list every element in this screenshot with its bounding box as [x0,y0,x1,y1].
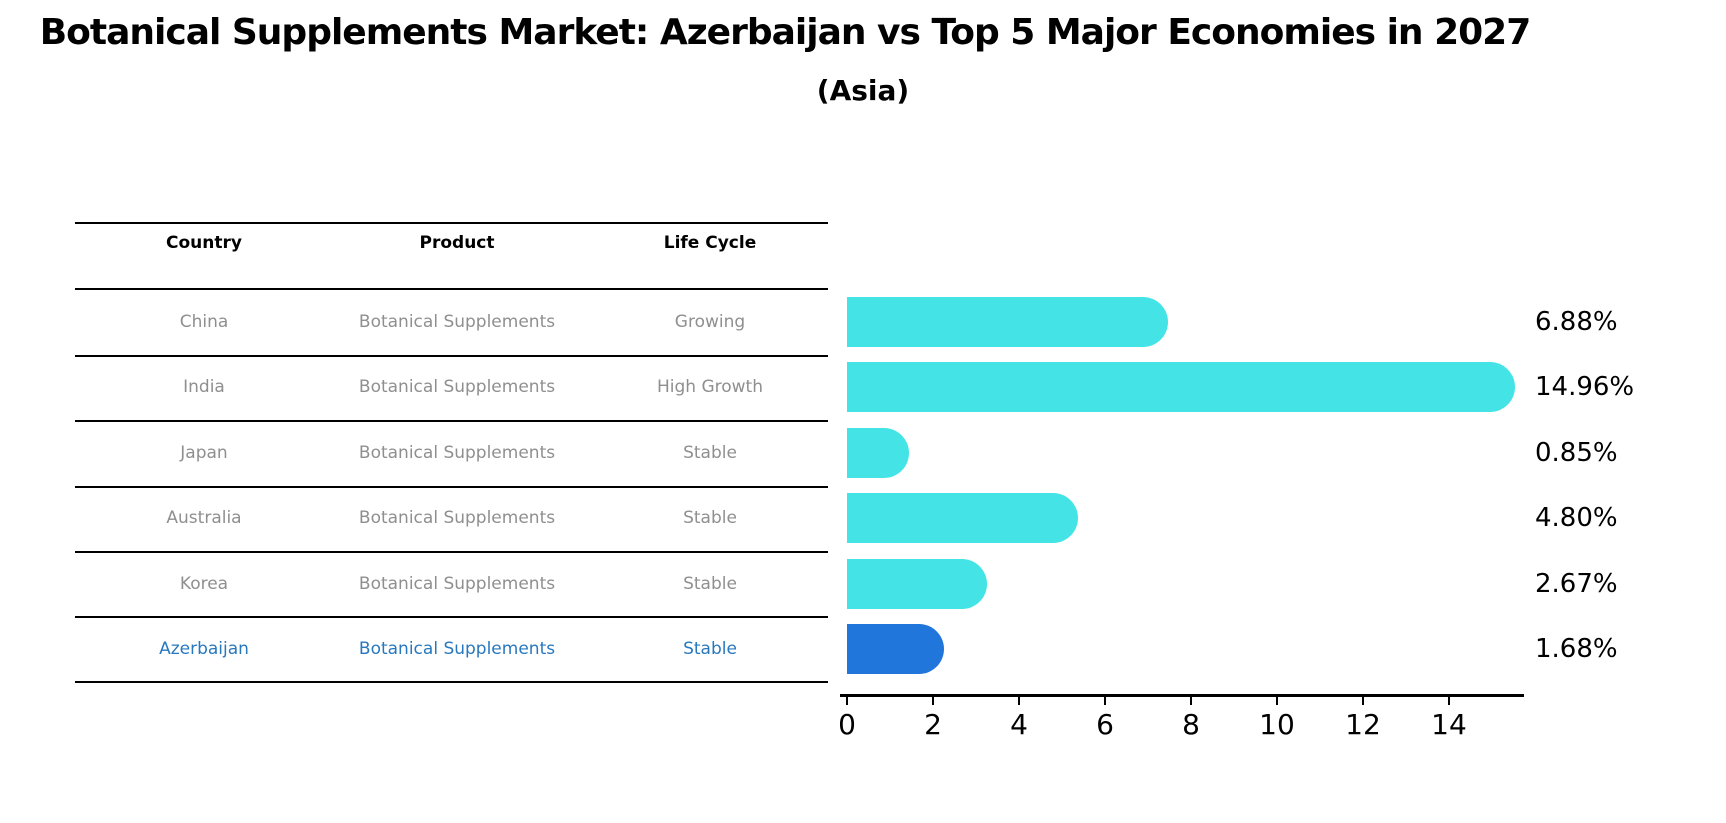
bar-value-label: 1.68% [1535,634,1618,664]
x-tick-mark [1448,696,1450,705]
table-cell-country: Korea [179,574,229,594]
x-tick-mark [846,696,848,705]
table-cell-product: Botanical Supplements [358,574,556,594]
bar-india [847,362,1516,412]
x-tick-mark [1190,696,1192,705]
x-tick-label: 14 [1431,708,1467,741]
bar-value-label: 2.67% [1535,569,1618,599]
table-cell-product: Botanical Supplements [358,377,556,397]
table-rule [75,486,828,488]
table-rule [75,288,828,290]
x-tick-label: 6 [1096,708,1114,741]
x-tick-label: 12 [1345,708,1381,741]
table-cell-country: India [183,377,225,397]
x-tick-mark [1276,696,1278,705]
x-tick-mark [932,696,934,705]
bar-china [847,297,1168,347]
bar-value-label: 6.88% [1535,307,1618,337]
table-header-lifecycle: Life Cycle [663,233,757,253]
x-tick-label: 4 [1010,708,1028,741]
bar-value-label: 4.80% [1535,503,1618,533]
x-tick-label: 0 [838,708,856,741]
bar-value-label: 0.85% [1535,438,1618,468]
table-cell-country: Australia [166,508,242,528]
bar-australia [847,493,1079,543]
table-cell-country: Azerbaijan [159,639,249,659]
x-tick-label: 10 [1259,708,1295,741]
table-header-product: Product [419,233,495,253]
table-cell-product: Botanical Supplements [358,508,556,528]
table-cell-life_cycle: Stable [683,508,737,528]
table-rule [75,355,828,357]
table-cell-country: China [179,312,229,332]
table-cell-life_cycle: Stable [683,443,737,463]
table-rule [75,551,828,553]
table-rule [75,420,828,422]
x-tick-label: 2 [924,708,942,741]
table-cell-product: Botanical Supplements [358,312,556,332]
x-tick-mark [1018,696,1020,705]
x-tick-mark [1104,696,1106,705]
x-axis-line [840,694,1524,697]
table-rule [75,616,828,618]
table-cell-product: Botanical Supplements [358,639,556,659]
table-rule [75,681,828,683]
table-cell-life_cycle: Stable [683,574,737,594]
table-cell-life_cycle: Stable [683,639,737,659]
x-tick-mark [1362,696,1364,705]
bar-azerbaijan [847,624,945,674]
table-cell-product: Botanical Supplements [358,443,556,463]
table-cell-country: Japan [180,443,228,463]
bar-value-label: 14.96% [1535,372,1635,402]
table-cell-life_cycle: High Growth [656,377,764,397]
bar-korea [847,559,987,609]
x-tick-label: 8 [1182,708,1200,741]
table-cell-life_cycle: Growing [674,312,746,332]
bar-japan [847,428,909,478]
table-rule [75,222,828,224]
chart-title: Botanical Supplements Market: Azerbaijan… [39,12,1532,53]
chart-subtitle: (Asia) [816,74,910,107]
table-header-country: Country [166,233,242,253]
